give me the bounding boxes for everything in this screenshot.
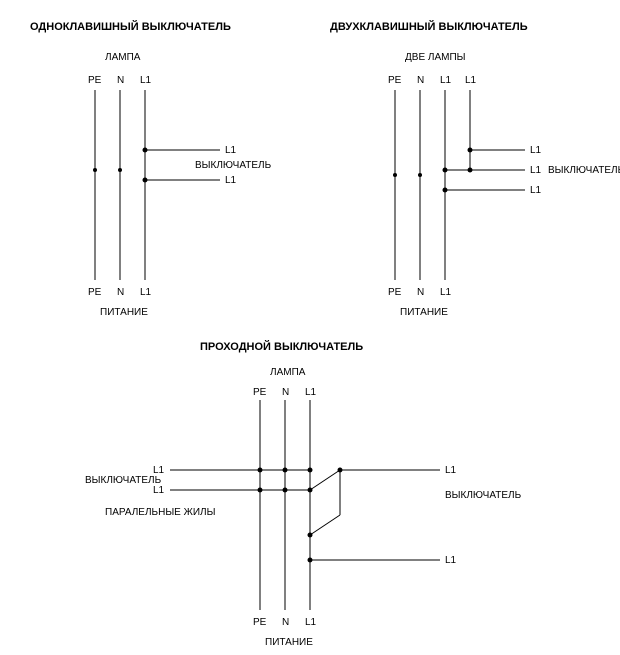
double-mid-dot-n xyxy=(418,173,422,177)
single-branch-l1-upper: L1 xyxy=(225,145,237,156)
pass-dot-l1 xyxy=(308,468,313,473)
double-top-pe: PE xyxy=(388,75,402,86)
pass-top-n: N xyxy=(282,387,289,398)
double-dot-b1 xyxy=(468,148,473,153)
pass-power-label: ПИТАНИЕ xyxy=(265,637,313,648)
passthrough-switch-diagram: ПРОХОДНОЙ ВЫКЛЮЧАТЕЛЬ ЛАМПА PE N L1 L1 L… xyxy=(85,340,522,648)
wiring-diagram-canvas: ОДНОКЛАВИШНЫЙ ВЫКЛЮЧАТЕЛЬ ЛАМПА PE N L1 … xyxy=(0,0,620,655)
single-title: ОДНОКЛАВИШНЫЙ ВЫКЛЮЧАТЕЛЬ xyxy=(30,20,231,33)
pass-top-pe: PE xyxy=(253,387,267,398)
double-bot-n: N xyxy=(417,287,424,298)
double-branch-l1-2: L1 xyxy=(530,165,542,176)
pass-dot-diag2 xyxy=(308,533,313,538)
double-branch-l1-3: L1 xyxy=(530,185,542,196)
pass-left-l1-2: L1 xyxy=(153,485,165,496)
single-power-label: ПИТАНИЕ xyxy=(100,307,148,318)
single-dot-b2 xyxy=(143,178,148,183)
double-dot-b2a xyxy=(443,168,448,173)
pass-right-l1-2: L1 xyxy=(445,555,457,566)
single-bot-n: N xyxy=(117,287,124,298)
double-mid-dot-pe xyxy=(393,173,397,177)
pass-dot-r1 xyxy=(338,468,343,473)
single-dot-b1 xyxy=(143,148,148,153)
pass-dot-l1pe xyxy=(258,468,263,473)
pass-right-l1-1: L1 xyxy=(445,465,457,476)
double-top-l1: L1 xyxy=(440,75,452,86)
double-top-l1b: L1 xyxy=(465,75,477,86)
double-top-n: N xyxy=(417,75,424,86)
single-lamp-label: ЛАМПА xyxy=(105,52,141,63)
pass-bot-l1: L1 xyxy=(305,617,317,628)
single-mid-dot-pe xyxy=(93,168,97,172)
single-switch-diagram: ОДНОКЛАВИШНЫЙ ВЫКЛЮЧАТЕЛЬ ЛАМПА PE N L1 … xyxy=(30,20,272,318)
pass-dot-r2 xyxy=(308,558,313,563)
pass-dot-l2n xyxy=(283,488,288,493)
double-title: ДВУХКЛАВИШНЫЙ ВЫКЛЮЧАТЕЛЬ xyxy=(330,20,528,33)
pass-bot-pe: PE xyxy=(253,617,267,628)
pass-switch-right-label: ВЫКЛЮЧАТЕЛЬ xyxy=(445,490,522,501)
double-dot-b2b xyxy=(468,168,473,173)
single-bot-pe: PE xyxy=(88,287,102,298)
double-bot-pe: PE xyxy=(388,287,402,298)
pass-title: ПРОХОДНОЙ ВЫКЛЮЧАТЕЛЬ xyxy=(200,340,363,353)
double-switch-diagram: ДВУХКЛАВИШНЫЙ ВЫКЛЮЧАТЕЛЬ ДВЕ ЛАМПЫ PE N… xyxy=(330,20,620,318)
pass-diag-2 xyxy=(310,515,340,535)
single-branch-l1-lower: L1 xyxy=(225,175,237,186)
pass-bot-n: N xyxy=(282,617,289,628)
double-branch-l1-1: L1 xyxy=(530,145,542,156)
pass-switch-left-label: ВЫКЛЮЧАТЕЛЬ xyxy=(85,475,162,486)
double-switch-label: ВЫКЛЮЧАТЕЛЬ xyxy=(548,165,620,176)
double-lamp-label: ДВЕ ЛАМПЫ xyxy=(405,52,466,63)
single-top-n: N xyxy=(117,75,124,86)
single-mid-dot-n xyxy=(118,168,122,172)
single-top-l1: L1 xyxy=(140,75,152,86)
double-power-label: ПИТАНИЕ xyxy=(400,307,448,318)
pass-dot-l1n xyxy=(283,468,288,473)
single-top-pe: PE xyxy=(88,75,102,86)
pass-lamp-label: ЛАМПА xyxy=(270,367,306,378)
pass-parallel-label: ПАРАЛЕЛЬНЫЕ ЖИЛЫ xyxy=(105,507,216,518)
pass-diag-1 xyxy=(310,470,340,490)
double-dot-b3 xyxy=(443,188,448,193)
double-bot-l1: L1 xyxy=(440,287,452,298)
pass-dot-l2pe xyxy=(258,488,263,493)
pass-top-l1: L1 xyxy=(305,387,317,398)
single-bot-l1: L1 xyxy=(140,287,152,298)
single-switch-label: ВЫКЛЮЧАТЕЛЬ xyxy=(195,160,272,171)
